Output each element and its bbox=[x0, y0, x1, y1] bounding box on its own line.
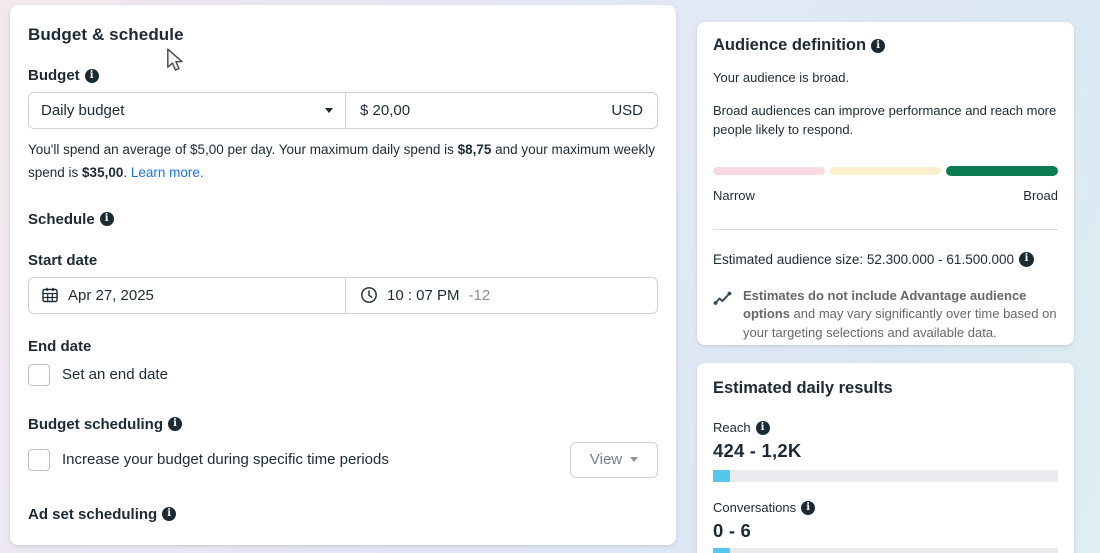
audience-definition-panel: Audience definition Your audience is bro… bbox=[697, 22, 1074, 345]
helper-part: . bbox=[123, 164, 131, 180]
budget-input-group: Daily budget $ 20,00 USD bbox=[28, 92, 658, 129]
end-date-option-row: Set an end date bbox=[28, 363, 658, 386]
budget-scheduling-row: Increase your budget during specific tim… bbox=[28, 441, 658, 478]
audience-description: Broad audiences can improve performance … bbox=[713, 102, 1057, 137]
reach-bar bbox=[713, 470, 1058, 482]
gauge-labels: Narrow Broad bbox=[713, 188, 1058, 203]
estimates-note: Estimates do not include Advantage audie… bbox=[713, 287, 1058, 344]
reach-bar-fill bbox=[713, 470, 731, 482]
reach-value: 424 - 1,2K bbox=[713, 440, 802, 461]
start-datetime-group: Apr 27, 2025 10 : 07 PM -12 bbox=[28, 276, 658, 314]
trend-line-icon bbox=[713, 287, 733, 344]
divider bbox=[713, 228, 1058, 230]
clock-icon bbox=[361, 287, 377, 304]
start-date-label: Start date bbox=[28, 251, 98, 269]
audience-definition-title-row: Audience definition bbox=[713, 36, 1058, 55]
ad-set-scheduling-label-row: Ad set scheduling bbox=[28, 506, 658, 523]
conversations-bar bbox=[713, 548, 1058, 553]
budget-type-value: Daily budget bbox=[41, 102, 125, 119]
budget-amount-value: $ 20,00 bbox=[360, 102, 411, 119]
budget-type-dropdown[interactable]: Daily budget bbox=[29, 93, 346, 128]
gauge-broad-label: Broad bbox=[1023, 187, 1058, 203]
gauge-segment-medium bbox=[829, 166, 942, 175]
conversations-label: Conversations bbox=[713, 500, 797, 515]
budget-amount-input[interactable]: $ 20,00 USD bbox=[346, 93, 657, 128]
info-icon[interactable] bbox=[801, 500, 816, 515]
audience-status-text: Your audience is broad. bbox=[713, 70, 850, 85]
budget-scheduling-label: Budget scheduling bbox=[28, 415, 163, 433]
reach-label-row: Reach bbox=[713, 420, 1058, 435]
helper-bold: $8,75 bbox=[457, 142, 492, 157]
view-button[interactable]: View bbox=[570, 441, 658, 478]
helper-part: You'll spend an average of $5,00 per day… bbox=[28, 142, 458, 157]
info-icon[interactable] bbox=[162, 507, 177, 522]
info-icon[interactable] bbox=[84, 68, 99, 83]
budget-helper-text: You'll spend an average of $5,00 per day… bbox=[28, 139, 658, 185]
estimated-size-value: 52.300.000 - 61.500.000 bbox=[866, 251, 1014, 267]
gauge-segment-broad bbox=[946, 165, 1059, 176]
info-icon[interactable] bbox=[99, 212, 114, 227]
conversations-value: 0 - 6 bbox=[713, 520, 752, 541]
budget-label: Budget bbox=[28, 67, 80, 84]
reach-label: Reach bbox=[713, 420, 751, 435]
timezone-offset: -12 bbox=[468, 286, 491, 304]
start-time-value: 10 : 07 PM bbox=[387, 286, 460, 304]
schedule-label-row: Schedule bbox=[28, 211, 658, 228]
helper-bold: $35,00 bbox=[82, 164, 124, 180]
info-icon[interactable] bbox=[755, 420, 770, 435]
gauge-narrow-label: Narrow bbox=[713, 187, 755, 203]
estimates-note-text: Estimates do not include Advantage audie… bbox=[743, 287, 1058, 344]
start-date-field[interactable]: Apr 27, 2025 bbox=[29, 277, 346, 313]
budget-schedule-title: Budget & schedule bbox=[28, 25, 184, 44]
chevron-down-icon bbox=[325, 108, 333, 113]
gauge-segment-narrow bbox=[713, 166, 825, 175]
audience-definition-title: Audience definition bbox=[713, 36, 867, 54]
info-icon[interactable] bbox=[871, 38, 886, 53]
ad-set-scheduling-label: Ad set scheduling bbox=[28, 505, 158, 523]
calendar-icon bbox=[42, 288, 58, 303]
chevron-down-icon bbox=[630, 457, 639, 463]
budget-scheduling-checkbox[interactable] bbox=[28, 448, 50, 471]
conversations-bar-fill bbox=[713, 548, 731, 553]
start-time-field[interactable]: 10 : 07 PM -12 bbox=[346, 278, 657, 313]
audience-gauge bbox=[713, 165, 1059, 176]
end-date-checkbox[interactable] bbox=[28, 363, 50, 386]
helper-part: and your maximum weekly spend is bbox=[28, 142, 655, 180]
estimates-note-rest: and may vary significantly over time bas… bbox=[743, 306, 1057, 341]
budget-scheduling-label-row: Budget scheduling bbox=[28, 416, 658, 433]
end-date-label: End date bbox=[28, 337, 92, 355]
start-date-value: Apr 27, 2025 bbox=[68, 286, 154, 304]
view-button-label: View bbox=[589, 451, 623, 469]
end-date-option-label: Set an end date bbox=[62, 366, 168, 384]
estimates-note-bold: Estimates do not include Advantage audie… bbox=[743, 287, 1027, 322]
estimated-size-label: Estimated audience size: bbox=[713, 251, 864, 267]
currency-label: USD bbox=[611, 102, 643, 119]
estimated-daily-results-panel: Estimated daily results Reach 424 - 1,2K… bbox=[697, 363, 1074, 553]
schedule-label: Schedule bbox=[28, 210, 95, 228]
conversations-label-row: Conversations bbox=[713, 500, 1058, 515]
budget-scheduling-option-label: Increase your budget during specific tim… bbox=[62, 451, 389, 469]
info-icon[interactable] bbox=[168, 417, 182, 432]
learn-more-link[interactable]: Learn more. bbox=[130, 164, 204, 180]
info-icon[interactable] bbox=[1019, 251, 1034, 267]
budget-label-row: Budget bbox=[28, 67, 658, 84]
estimated-audience-size-row: Estimated audience size: 52.300.000 - 61… bbox=[713, 251, 1058, 267]
budget-schedule-panel: Budget & schedule Budget Daily budget $ … bbox=[10, 5, 676, 545]
estimated-daily-results-title: Estimated daily results bbox=[713, 379, 893, 397]
